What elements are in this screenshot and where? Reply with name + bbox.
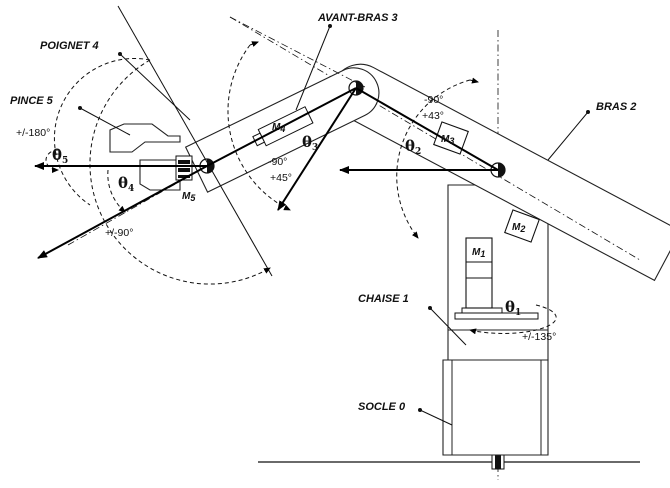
range-forearm-max: +45°	[270, 172, 292, 184]
theta5-label: θ5	[52, 146, 68, 166]
wrist-bend-arc	[107, 169, 126, 213]
range-arm-max: +43°	[422, 110, 444, 122]
label-bras: BRAS 2	[596, 101, 636, 113]
label-socle: SOCLE 0	[358, 401, 406, 413]
label-pince: PINCE 5	[10, 95, 54, 107]
theta4-label: θ4	[118, 174, 134, 194]
motor-m1	[465, 237, 493, 309]
theta2-label: θ2	[405, 137, 421, 157]
motor-m3	[433, 121, 469, 155]
range-wrist-rot: +/-180°	[16, 127, 50, 139]
motor-m2-label: M2	[512, 222, 525, 234]
motor-m4-label: M4	[272, 122, 285, 134]
arrow-wrist-diagonal	[37, 165, 208, 259]
label-chaise: CHAISE 1	[358, 293, 409, 305]
wrist-rotation-arc	[89, 59, 271, 285]
motor-m5-label: M5	[182, 191, 196, 203]
arm-arc	[396, 79, 471, 239]
label-poignet: POIGNET 4	[40, 40, 99, 52]
range-wrist-bend: +/-90°	[105, 227, 133, 239]
theta1-label: θ1	[505, 298, 521, 318]
arrow-elbow-diagonal	[277, 87, 357, 211]
range-forearm-min: -90°	[268, 156, 287, 168]
arrow-elbow-wrist	[206, 87, 357, 167]
motor-m2	[504, 209, 540, 243]
range-arm-min: -90°	[424, 94, 443, 106]
motor-m1-label: M1	[472, 247, 485, 259]
socle-base	[442, 359, 549, 456]
arrow-shoulder-elbow	[355, 87, 499, 171]
range-base: +/-135°	[522, 331, 556, 343]
motor-m3-label: M3	[441, 134, 454, 146]
pince-body	[109, 123, 181, 153]
turntable	[454, 312, 539, 320]
theta3-label: θ3	[302, 133, 318, 153]
label-avant-bras: AVANT-BRAS 3	[317, 12, 398, 24]
pince-rot-arc	[45, 149, 59, 173]
base-rotation-arc	[469, 304, 557, 335]
